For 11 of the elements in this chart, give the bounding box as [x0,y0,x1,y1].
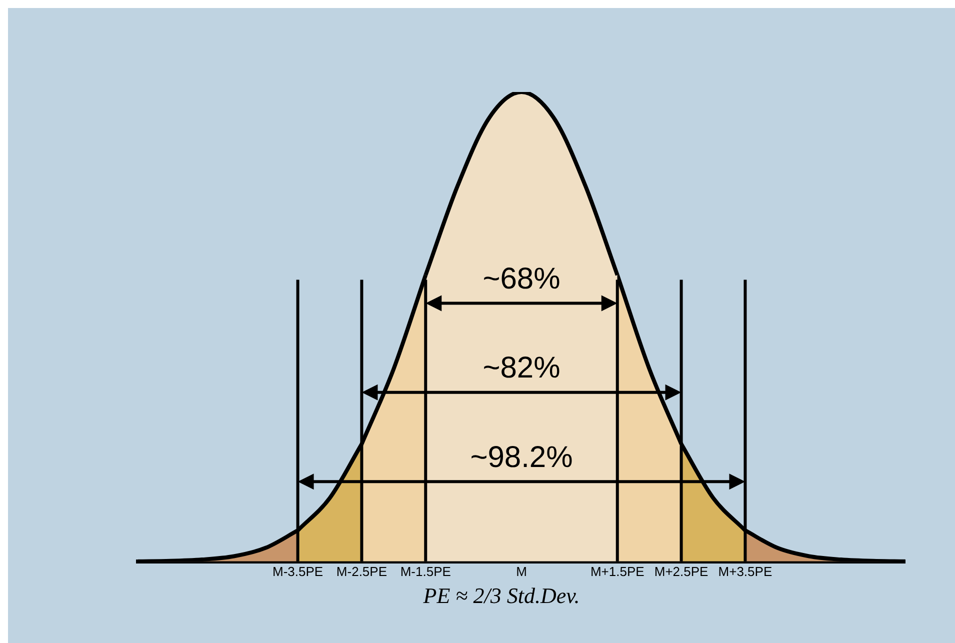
annotation: ~98.2% [470,440,573,474]
x-tick-label: M+2.5PE [654,564,709,579]
x-tick-label: M-3.5PE [272,564,324,579]
x-tick-label: M-1.5PE [400,564,452,579]
x-tick-label: M+1.5PE [590,564,645,579]
annotation: ~68% [482,262,560,296]
x-tick-label: M [516,564,527,579]
annotation: ~82% [482,352,560,385]
x-tick-label: M+3.5PE [718,564,772,579]
x-tick-label: M-2.5PE [336,564,388,579]
text: PE ≈ 2/3 Std.Dev. [422,583,581,609]
